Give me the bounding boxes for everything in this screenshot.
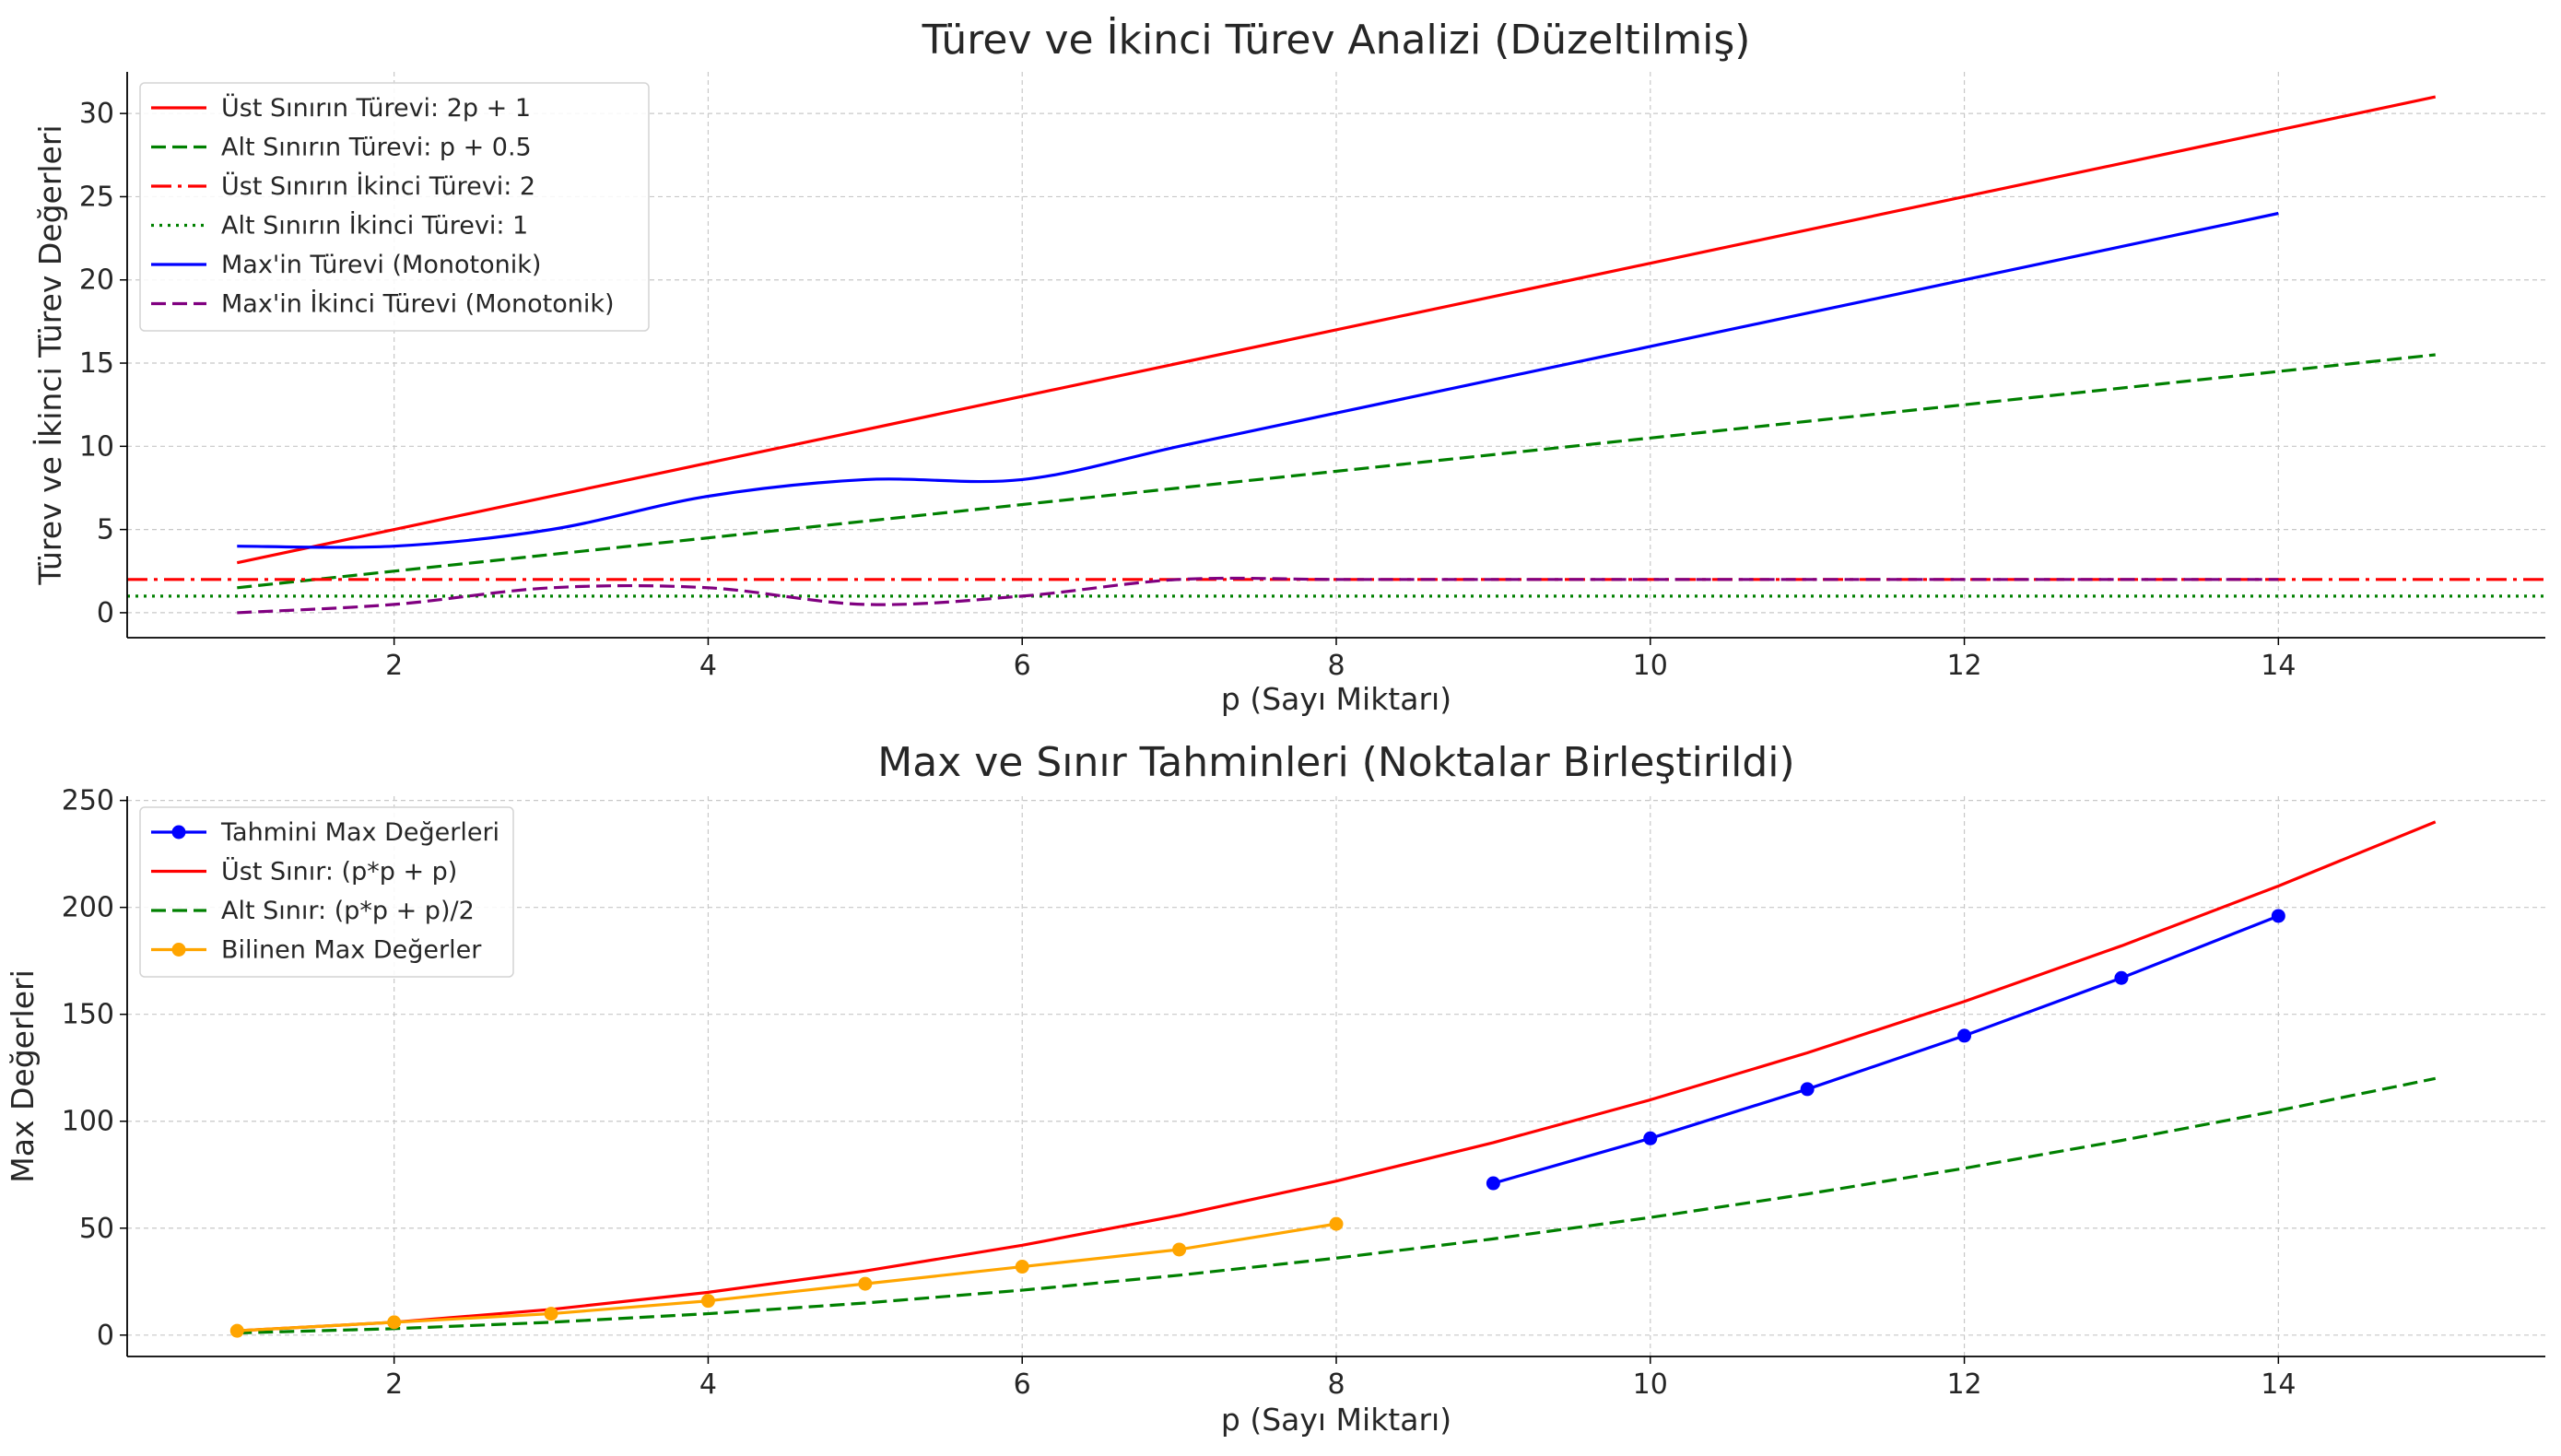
- max-bounds-y-axis-label: Max Değerleri: [5, 969, 41, 1182]
- derivative-legend-label: Alt Sınırın İkinci Türevi: 1: [221, 211, 528, 241]
- derivative-ticks: 2 4 6 8 10 12 14 0 5 10 15 20 25 30: [79, 98, 2297, 682]
- max-bounds-ticks: 2 4 6 8 10 12 14 0 50 100 150 200 250: [62, 785, 2297, 1401]
- max-bounds-series-0-point: [1643, 1131, 1658, 1145]
- max-bounds-series-3-point: [544, 1307, 558, 1321]
- max-bounds-series-0-point: [1957, 1028, 1972, 1043]
- max-bounds-series-line-2: [237, 1076, 2437, 1335]
- derivative-x-tick-label: 8: [1327, 650, 1345, 682]
- derivative-y-tick-label: 30: [79, 98, 114, 130]
- max-bounds-legend-label: Bilinen Max Değerler: [221, 936, 482, 965]
- derivative-legend-label: Max'in İkinci Türevi (Monotonik): [221, 289, 615, 319]
- max-bounds-legend-box: [139, 806, 514, 978]
- max-bounds-legend-label: Tahmini Max Değerleri: [220, 818, 499, 847]
- max-bounds-series-3-point: [1015, 1260, 1029, 1274]
- max-bounds-series-3-point: [1329, 1216, 1344, 1231]
- max-bounds-y-tick-label: 150: [62, 999, 114, 1031]
- max-bounds-chart-title: Max ve Sınır Tahminleri (Noktalar Birleş…: [877, 739, 1794, 786]
- max-bounds-y-tick-label: 250: [62, 785, 114, 817]
- max-bounds-series-0-point: [2271, 909, 2285, 923]
- derivative-plot: 2 4 6 8 10 12 14 0 5 10 15 20 25 30 Türev ve İkinci T…: [32, 16, 2545, 717]
- max-bounds-series-3-point: [858, 1276, 873, 1291]
- derivative-x-tick-label: 4: [699, 650, 717, 682]
- max-bounds-legend-marker: [171, 825, 186, 840]
- max-bounds-legend-label: Üst Sınır: (p*p + p): [221, 857, 457, 887]
- max-bounds-x-tick-label: 14: [2261, 1368, 2296, 1401]
- max-bounds-y-tick-label: 0: [97, 1320, 114, 1352]
- derivative-legend-label: Max'in Türevi (Monotonik): [221, 251, 541, 279]
- derivative-x-tick-label: 12: [1946, 650, 1981, 682]
- max-bounds-y-tick-label: 200: [62, 892, 114, 924]
- derivative-y-tick-label: 15: [79, 347, 114, 380]
- max-bounds-legend-label: Alt Sınır: (p*p + p)/2: [221, 897, 475, 925]
- derivative-y-tick-label: 25: [79, 181, 114, 213]
- derivative-y-tick-label: 5: [97, 514, 114, 546]
- max-bounds-x-tick-label: 6: [1014, 1368, 1031, 1401]
- max-bounds-legend-marker: [171, 943, 186, 957]
- derivative-series-line-5: [237, 576, 2279, 615]
- max-bounds-series-0-point: [1486, 1176, 1500, 1191]
- max-bounds-legend: Tahmini Max Değerleri Üst Sınır: (p*p + p…: [139, 806, 514, 978]
- derivative-legend-label: Alt Sınırın Türevi: p + 0.5: [221, 134, 532, 162]
- max-bounds-series-3-point: [1172, 1242, 1187, 1257]
- derivative-legend: Üst Sınırın Türevi: 2p + 1 Alt Sınırın Tü…: [139, 82, 650, 332]
- derivative-series-line-4: [237, 211, 2279, 549]
- max-bounds-x-tick-label: 4: [699, 1368, 717, 1401]
- max-bounds-series-3-point: [387, 1315, 402, 1330]
- derivative-x-tick-label: 2: [385, 650, 403, 682]
- derivative-series-line-1: [237, 353, 2436, 590]
- derivative-legend-label: Üst Sınırın İkinci Türevi: 2: [221, 171, 535, 201]
- max-bounds-x-tick-label: 8: [1327, 1368, 1345, 1401]
- max-bounds-series-0-point: [1800, 1082, 1815, 1097]
- max-bounds-x-tick-label: 10: [1633, 1368, 1668, 1401]
- max-bounds-series-line-0: [1492, 914, 2279, 1185]
- derivative-y-tick-label: 10: [79, 430, 114, 463]
- max-bounds-plot: 2 4 6 8 10 12 14 0 50 100 150 200 250 Max ve Sınır T…: [5, 739, 2545, 1438]
- derivative-chart-title: Türev ve İkinci Türev Analizi (Düzeltilm…: [922, 16, 1751, 64]
- max-bounds-series-line-3: [237, 1222, 1337, 1333]
- max-bounds-series-layer: [229, 820, 2437, 1338]
- derivative-series-layer: [127, 95, 2545, 615]
- max-bounds-series-3-point: [700, 1294, 715, 1309]
- derivative-y-axis-label: Türev ve İkinci Türev Değerleri: [32, 124, 68, 585]
- max-bounds-x-tick-label: 2: [385, 1368, 403, 1401]
- derivative-legend-box: [139, 82, 650, 332]
- max-bounds-series-3-point: [229, 1323, 244, 1338]
- max-bounds-y-tick-label: 100: [62, 1106, 114, 1138]
- max-bounds-series-0-point: [2114, 970, 2129, 985]
- derivative-x-axis-label: p (Sayı Miktarı): [1221, 681, 1451, 717]
- derivative-x-tick-label: 14: [2261, 650, 2296, 682]
- derivative-y-tick-label: 20: [79, 264, 114, 297]
- max-bounds-x-tick-label: 12: [1946, 1368, 1981, 1401]
- derivative-y-tick-label: 0: [97, 597, 114, 629]
- max-bounds-series-line-1: [237, 820, 2437, 1333]
- derivative-x-tick-label: 10: [1633, 650, 1668, 682]
- max-bounds-y-tick-label: 50: [79, 1213, 114, 1245]
- max-bounds-x-axis-label: p (Sayı Miktarı): [1221, 1402, 1451, 1438]
- derivative-series-line-0: [236, 95, 2437, 565]
- derivative-x-tick-label: 6: [1014, 650, 1031, 682]
- derivative-legend-label: Üst Sınırın Türevi: 2p + 1: [221, 93, 531, 123]
